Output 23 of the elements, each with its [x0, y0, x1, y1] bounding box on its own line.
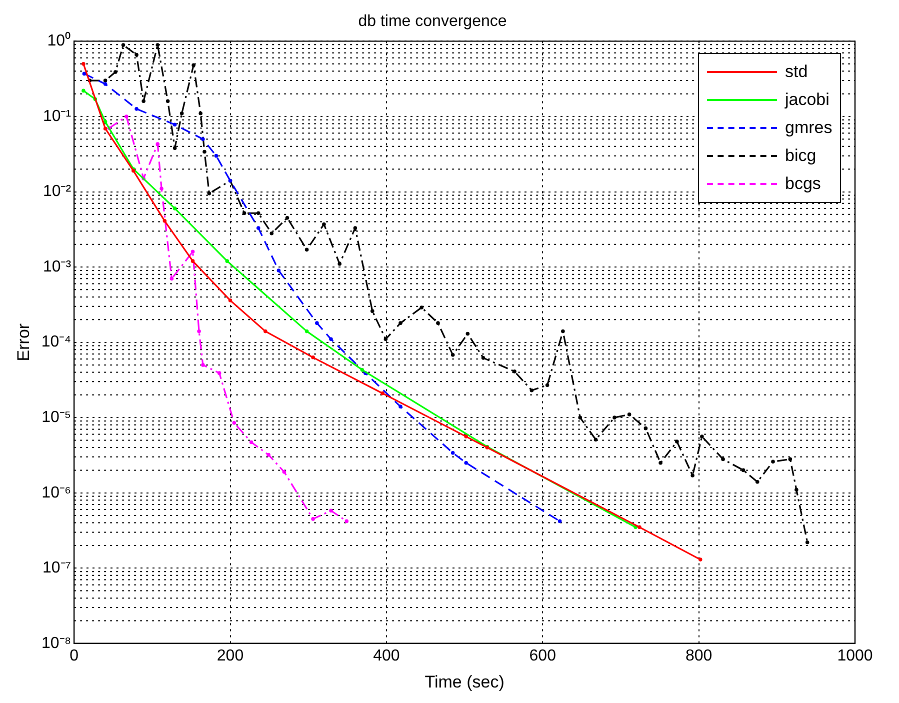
x-axis-title: Time (sec): [424, 672, 504, 692]
y-tick-label: 10⁻⁴: [41, 334, 72, 351]
y-tick-label: 10⁰: [47, 32, 72, 50]
legend-label: std: [785, 61, 808, 84]
x-tick-label: 0: [70, 647, 79, 664]
chart-title: db time convergence: [358, 13, 507, 30]
x-tick-label: 800: [685, 647, 712, 664]
y-tick-label: 10⁻⁷: [42, 560, 72, 577]
legend-label: jacobi: [785, 89, 830, 112]
legend-label: bicg: [785, 145, 816, 168]
y-tick-label: 10⁻¹: [42, 108, 72, 125]
y-axis-title: Error: [14, 323, 33, 362]
x-tick-label: 200: [216, 647, 244, 664]
x-tick-label: 400: [373, 647, 400, 664]
legend-label: gmres: [785, 117, 832, 140]
y-tick-label: 10⁻³: [42, 258, 72, 276]
y-tick-label: 10⁻⁸: [42, 634, 72, 652]
y-tick-label: 10⁻²: [42, 183, 72, 200]
x-tick-label: 600: [529, 647, 556, 664]
y-tick-label: 10⁻⁵: [42, 408, 72, 426]
x-tick-label: 1000: [837, 647, 873, 664]
legend-label: bcgs: [785, 173, 821, 196]
y-tick-label: 10⁻⁶: [42, 484, 72, 502]
